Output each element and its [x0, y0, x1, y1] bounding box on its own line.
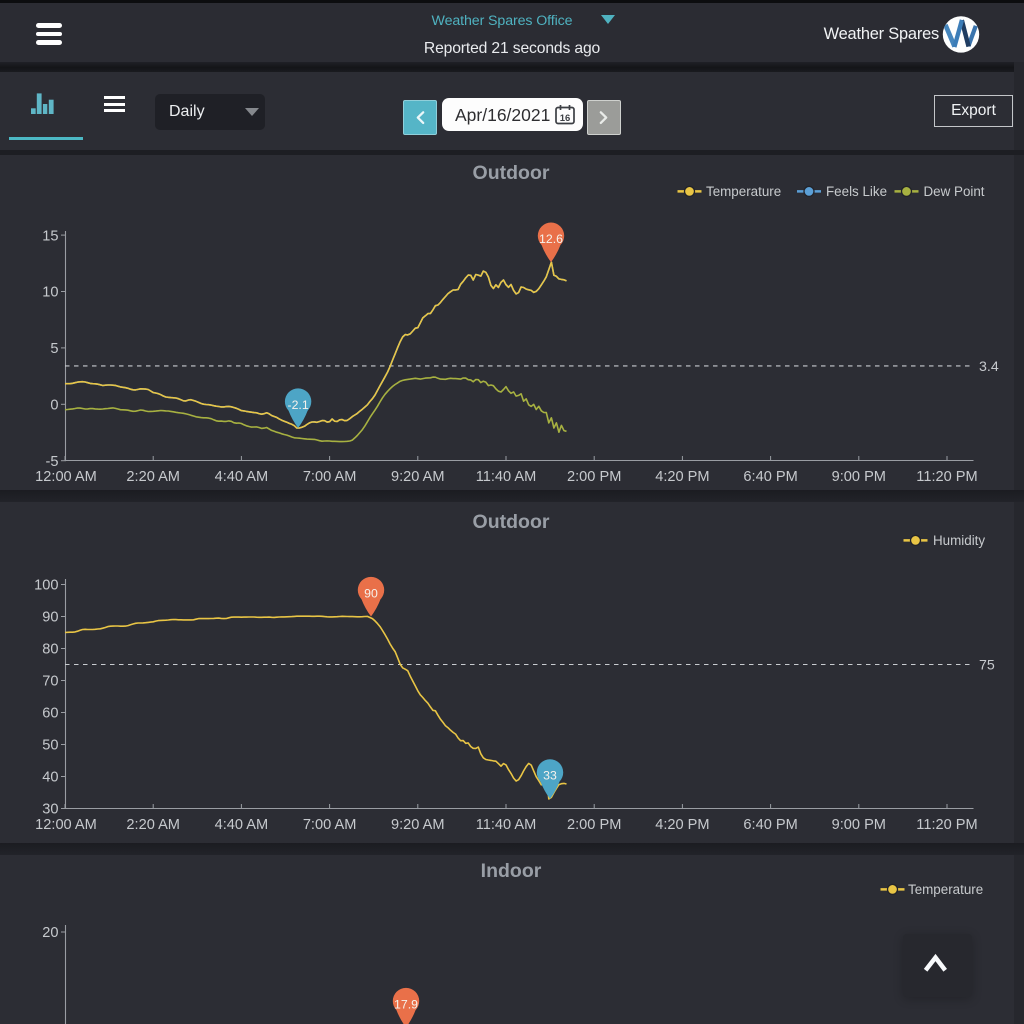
- svg-text:11:40 AM: 11:40 AM: [476, 469, 537, 485]
- svg-text:-5: -5: [46, 454, 59, 470]
- svg-text:Indoor: Indoor: [481, 860, 542, 882]
- svg-text:Dew Point: Dew Point: [924, 184, 985, 199]
- svg-text:2:20 AM: 2:20 AM: [126, 469, 180, 485]
- svg-text:6:40 PM: 6:40 PM: [743, 817, 797, 833]
- svg-text:10: 10: [42, 285, 58, 301]
- svg-text:6:40 PM: 6:40 PM: [743, 469, 797, 485]
- svg-text:9:00 PM: 9:00 PM: [832, 817, 886, 833]
- svg-text:40: 40: [42, 770, 58, 786]
- svg-text:90: 90: [364, 586, 378, 600]
- svg-text:2:00 PM: 2:00 PM: [567, 469, 621, 485]
- svg-text:12:00 AM: 12:00 AM: [35, 469, 97, 485]
- svg-text:11:40 AM: 11:40 AM: [476, 817, 537, 833]
- svg-text:0: 0: [50, 398, 58, 414]
- svg-text:12:00 AM: 12:00 AM: [35, 817, 97, 833]
- svg-text:-2.1: -2.1: [287, 398, 308, 412]
- svg-text:4:40 AM: 4:40 AM: [215, 469, 269, 485]
- svg-text:2:20 AM: 2:20 AM: [126, 817, 180, 833]
- svg-text:7:00 AM: 7:00 AM: [303, 469, 357, 485]
- svg-text:2:00 PM: 2:00 PM: [567, 817, 621, 833]
- svg-text:9:20 AM: 9:20 AM: [391, 817, 445, 833]
- svg-text:90: 90: [42, 610, 58, 626]
- svg-text:75: 75: [979, 658, 995, 674]
- svg-text:Temperature: Temperature: [908, 882, 983, 897]
- svg-text:Humidity: Humidity: [933, 533, 985, 548]
- svg-text:Outdoor: Outdoor: [473, 511, 550, 533]
- svg-text:60: 60: [42, 706, 58, 722]
- svg-text:33: 33: [543, 769, 557, 783]
- svg-text:9:00 PM: 9:00 PM: [832, 469, 886, 485]
- svg-text:15: 15: [42, 228, 58, 244]
- svg-text:Temperature: Temperature: [706, 184, 781, 199]
- svg-text:11:20 PM: 11:20 PM: [916, 469, 977, 485]
- svg-text:3.4: 3.4: [979, 359, 999, 375]
- svg-text:17.9: 17.9: [394, 997, 418, 1011]
- svg-text:100: 100: [34, 578, 58, 594]
- svg-text:80: 80: [42, 642, 58, 658]
- svg-text:4:20 PM: 4:20 PM: [655, 817, 709, 833]
- svg-text:5: 5: [50, 341, 58, 357]
- svg-text:Outdoor: Outdoor: [473, 162, 550, 184]
- svg-text:70: 70: [42, 674, 58, 690]
- svg-text:50: 50: [42, 738, 58, 754]
- svg-text:4:40 AM: 4:40 AM: [215, 817, 269, 833]
- svg-text:12.6: 12.6: [539, 232, 563, 246]
- svg-text:11:20 PM: 11:20 PM: [916, 817, 977, 833]
- svg-text:Feels Like: Feels Like: [826, 184, 887, 199]
- svg-text:9:20 AM: 9:20 AM: [391, 469, 445, 485]
- svg-text:7:00 AM: 7:00 AM: [303, 817, 357, 833]
- svg-text:16: 16: [560, 113, 571, 124]
- svg-text:20: 20: [42, 925, 58, 941]
- svg-text:4:20 PM: 4:20 PM: [655, 469, 709, 485]
- svg-text:30: 30: [42, 802, 58, 818]
